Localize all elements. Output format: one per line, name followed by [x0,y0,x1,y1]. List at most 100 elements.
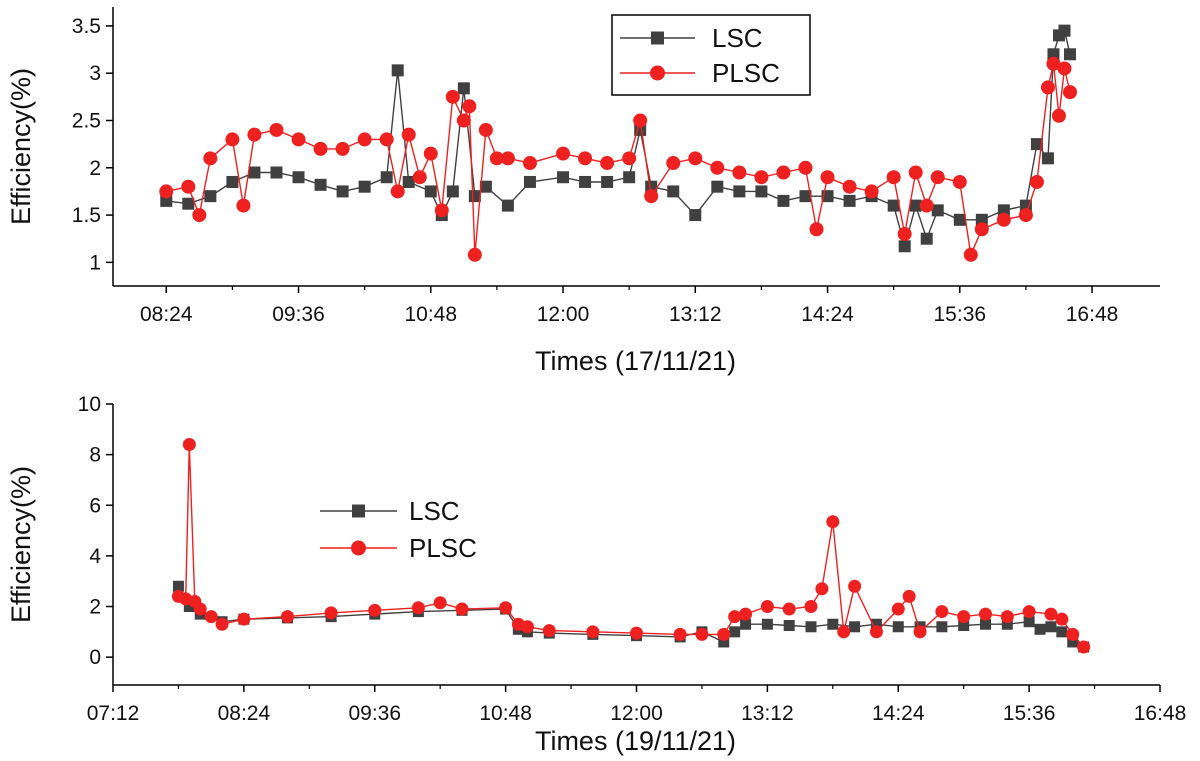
chart-top-legend-marker-plsc [650,65,665,81]
chart-top-point-lsc [931,204,944,217]
chart-top-point-plsc [864,184,879,199]
chart-top-point-plsc [974,222,989,237]
chart-top-point-lsc [920,232,933,245]
chart-bottom-series-plsc [171,438,1091,654]
chart-bottom-point-plsc [204,610,218,624]
chart-top-point-plsc [313,141,328,156]
chart-bottom-point-plsc [368,603,382,617]
chart-top-point-plsc [644,189,659,204]
chart-bottom-x-tick-label: 10:48 [479,702,532,725]
chart-top-point-lsc [1019,199,1032,212]
chart-bottom-point-plsc [826,515,840,529]
chart-top-point-plsc [820,170,835,185]
chart-top-point-plsc [1029,174,1044,189]
chart-top-point-plsc [622,151,637,166]
chart-top-point-plsc [390,184,405,199]
chart-top-point-plsc [445,89,460,104]
chart-bottom-point-plsc [837,625,851,639]
chart-top-point-lsc [391,64,404,77]
chart-top-point-plsc [412,170,427,185]
chart-top-point-lsc [887,199,900,212]
chart-top-point-lsc [468,190,481,203]
chart-bottom-point-lsc [1023,616,1035,628]
chart-bottom-point-lsc [740,618,752,630]
chart-bottom-y-tick-label: 6 [89,494,101,517]
chart-bottom-point-lsc [172,580,184,592]
chart-top-point-lsc [1058,24,1071,37]
chart-bottom-y-tick-label: 10 [78,393,101,416]
chart-bottom-point-lsc [849,621,861,633]
chart-bottom-point-lsc [892,621,904,633]
chart-bottom-point-plsc [1022,605,1036,619]
chart-bottom-point-plsc [935,605,949,619]
chart-bottom-point-lsc [718,636,730,648]
chart-top-point-lsc [777,194,790,207]
chart-bottom-x-tick-label: 15:36 [1003,702,1056,725]
chart-bottom-point-plsc [760,600,774,614]
chart-bottom-x-tick-label: 07:12 [87,702,140,725]
chart-top-point-plsc [908,165,923,180]
chart-bottom-point-plsc [630,626,643,640]
chart-top-point-lsc [689,209,702,222]
chart-bottom: 07:12 08:24 09:36 10:48 12:00 13:12 14:24 15:36… [6,393,1186,756]
chart-top-x-tick-label: 12:00 [537,303,590,326]
chart-bottom-point-lsc [936,621,948,633]
chart-top-point-lsc [1047,48,1060,61]
chart-top-point-plsc [467,247,482,262]
chart-bottom-point-plsc [411,601,425,615]
chart-top-point-plsc [1046,56,1061,71]
chart-top-point-plsc [1051,108,1066,123]
chart-bottom-legend-marker-plsc [351,540,366,556]
chart-bottom-point-plsc [1000,610,1014,624]
chart-top-point-plsc [478,122,493,137]
chart-bottom-legend-label-plsc: PLSC [409,533,477,563]
chart-bottom-point-lsc [1034,623,1046,635]
chart-top-point-lsc [292,171,305,184]
chart-top-point-plsc [1062,85,1077,100]
chart-top-point-plsc [1057,61,1072,76]
chart-bottom-point-plsc [717,627,731,641]
chart-top-point-plsc [666,156,681,171]
chart-top: 08:24 09:36 10:48 12:00 13:12 14:24 15:36 16:48… [6,7,1160,376]
chart-bottom-point-lsc [1045,621,1057,633]
chart-top-point-lsc [843,194,856,207]
chart-bottom-series-layer [171,438,1091,654]
chart-top-point-plsc [710,160,725,175]
chart-bottom-point-plsc [902,589,916,603]
chart-bottom-point-lsc [1067,636,1079,648]
chart-top-point-lsc [733,185,746,198]
chart-bottom-point-lsc [870,618,882,630]
chart-bottom-y-axis-title: Efficiency(%) [6,466,36,623]
chart-top-point-plsc [462,99,477,114]
chart-bottom-point-lsc [783,620,795,632]
chart-top-x-tick-label: 08:24 [140,303,193,326]
chart-top-point-plsc [842,179,857,194]
chart-top-point-plsc [996,212,1011,227]
chart-top-point-lsc [623,171,636,184]
chart-top-point-lsc [1063,48,1076,61]
chart-top-point-plsc [776,165,791,180]
chart-top-point-lsc [909,199,922,212]
chart-bottom-point-lsc [1056,626,1068,638]
chart-bottom-point-plsc [586,625,600,639]
chart-top-point-lsc [402,175,415,188]
chart-top-point-plsc [688,151,703,166]
chart-bottom-x-tick-label: 08:24 [218,702,271,725]
chart-bottom-point-plsc [782,602,796,616]
chart-bottom-point-plsc [891,602,905,616]
chart-top-point-plsc [633,113,648,128]
chart-top-point-lsc [601,175,614,188]
chart-bottom-point-plsc [1055,612,1069,626]
chart-top-point-lsc [314,178,327,191]
chart-bottom-point-plsc [542,624,556,638]
chart-top-point-lsc [997,204,1010,217]
chart-top-point-plsc [522,156,537,171]
chart-bottom-point-plsc [215,617,229,631]
chart-top-y-tick-label: 1.5 [72,204,101,227]
chart-bottom-x-tick-label: 16:48 [1134,702,1187,725]
chart-top-point-lsc [711,180,724,193]
chart-bottom-legend: LSC PLSC [320,496,477,563]
chart-top-y-axis-title: Efficiency(%) [6,68,36,225]
chart-bottom-point-plsc [237,612,251,626]
chart-top-point-plsc [809,222,824,237]
